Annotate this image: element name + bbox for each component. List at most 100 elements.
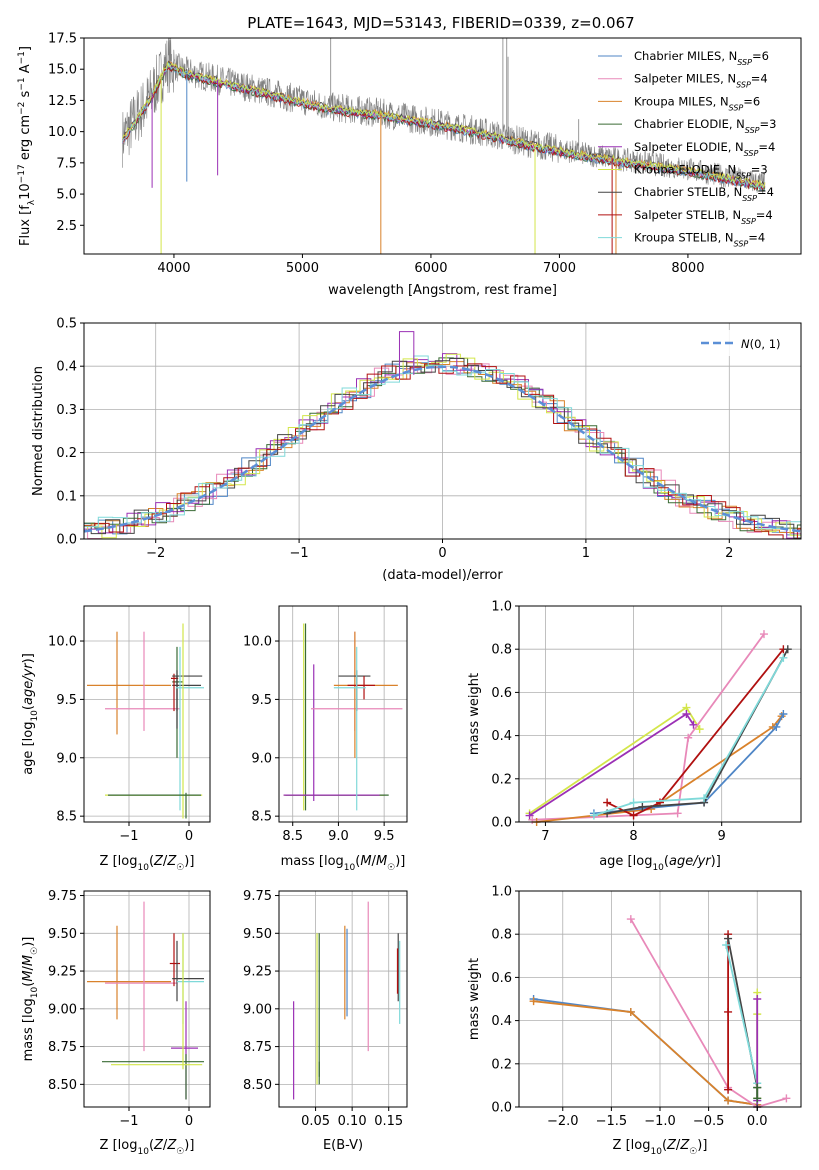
legend-n: =4 xyxy=(748,231,765,245)
label-part: E(B-V) xyxy=(323,1138,363,1153)
label-part: M xyxy=(376,854,387,869)
legend-n: =4 xyxy=(757,185,774,199)
weight-line xyxy=(725,944,759,1101)
x-tick-label: −1 xyxy=(119,1114,138,1129)
point-marker xyxy=(629,811,638,820)
label-part: Z xyxy=(679,1138,690,1153)
label-part: mass [log xyxy=(281,854,344,869)
y-tick-label: 9.75 xyxy=(243,889,272,904)
label-part: s xyxy=(18,90,33,101)
y-tick-label: 0.4 xyxy=(491,729,512,744)
legend-n: =6 xyxy=(752,49,769,63)
weight-line xyxy=(606,648,785,817)
point-marker xyxy=(724,1007,733,1016)
label-part: ☉ xyxy=(176,863,184,873)
label-part: Z [log xyxy=(100,1138,138,1153)
point-marker xyxy=(700,794,709,803)
y-tick-label: 9.5 xyxy=(56,693,77,708)
x-tick-label: −1.0 xyxy=(644,1114,676,1129)
x-tick-label: 9 xyxy=(718,829,726,844)
legend-name: Chabrier ELODIE, N xyxy=(634,117,745,131)
label-part: )] xyxy=(184,1138,194,1153)
label-part: / xyxy=(372,854,377,869)
x-tick-label: 7 xyxy=(541,829,549,844)
plot-frame xyxy=(83,890,211,1108)
weight-line xyxy=(593,657,785,817)
label-part: 10 xyxy=(650,1147,662,1157)
histogram-salp_stelib xyxy=(84,363,801,539)
legend-name: Salpeter MILES, N xyxy=(634,72,736,86)
point-marker xyxy=(589,811,598,820)
histogram-chab_stelib xyxy=(84,358,801,539)
label-part: Z [log xyxy=(100,854,138,869)
point-marker xyxy=(603,798,612,807)
histograms xyxy=(84,331,801,539)
legend-sub: SSP xyxy=(742,194,757,203)
legend-n: =3 xyxy=(760,117,777,131)
y-tick-label: 15.0 xyxy=(48,63,77,78)
legend-name: Chabrier MILES, N xyxy=(634,49,737,63)
label-part: 10 xyxy=(30,986,40,998)
y-tick-label: 5.0 xyxy=(56,188,77,203)
y-tick-label: 0.0 xyxy=(491,1101,512,1116)
y-tick-label: 9.00 xyxy=(48,1002,77,1017)
plot-frame xyxy=(83,37,802,255)
panel-residuals: −2 −1 0 1 2 0.0 0.1 0.2 0.3 0.4 0.5 (data-model)/er… xyxy=(31,317,802,583)
point-marker xyxy=(753,1094,762,1103)
y-tick-label: 1.0 xyxy=(491,600,512,615)
legend-entry: Kroupa ELODIE, NSSP=3 xyxy=(634,163,768,181)
x-tick-label: 0.15 xyxy=(374,1114,403,1129)
x-tick-label: 4000 xyxy=(157,261,190,276)
panel-spectrum: 4000 5000 6000 7000 8000 2.5 5.0 7.5 10.0 12.5 15.… xyxy=(17,32,802,298)
panel-Z_vs_mass: −1 08.508.759.009.259.509.75Z [log10(Z/Z☉… xyxy=(21,889,211,1157)
panel-Z_vs_weight: −2.0 −1.5 −1.0 −0.5 0.0 0.0 0.2 0.4 0.6 0.8 1.0 Z [… xyxy=(467,885,802,1157)
y-tick-label: 17.5 xyxy=(48,32,77,47)
weight-line xyxy=(727,938,759,1107)
legend-entry: Chabrier ELODIE, NSSP=3 xyxy=(634,117,776,135)
point-marker xyxy=(682,710,691,718)
label-part: ( xyxy=(664,854,669,869)
legend-sub: SSP xyxy=(745,126,760,135)
y-tick-label: 0.3 xyxy=(56,403,77,418)
y-tick-label: 8.75 xyxy=(243,1040,272,1055)
legend-name: Salpeter ELODIE, N xyxy=(634,140,744,154)
legend-sub: SSP xyxy=(736,171,751,180)
label-part: Z xyxy=(153,854,164,869)
y-tick-label: 9.0 xyxy=(251,751,272,766)
weight-line xyxy=(606,648,789,815)
label-part: )] xyxy=(21,937,36,947)
y-tick-label: 9.25 xyxy=(243,965,272,980)
legend-entry: Kroupa MILES, NSSP=6 xyxy=(634,94,760,112)
x-axis-label: Z [log10(Z/Z☉)] xyxy=(100,854,195,873)
legend-n: =4 xyxy=(758,140,775,154)
histogram-krou_stelib xyxy=(84,355,801,531)
label-part: M xyxy=(21,970,36,981)
y-tick-label: 9.25 xyxy=(48,965,77,980)
label-part: )] xyxy=(395,854,405,869)
point-marker xyxy=(673,809,682,818)
x-axis-label: (data-model)/error xyxy=(382,568,503,583)
y-tick-label: 1.0 xyxy=(491,885,512,900)
label-part: / xyxy=(163,1138,168,1153)
label-part: Z xyxy=(666,1138,677,1153)
y-tick-label: 0.5 xyxy=(56,317,77,332)
point-marker xyxy=(759,630,768,639)
x-axis-label: wavelength [Angstrom, rest frame] xyxy=(328,283,557,298)
weight-line xyxy=(533,1000,758,1106)
point-marker xyxy=(626,915,635,924)
label-part: −1 xyxy=(17,77,27,90)
label-part: wavelength [Angstrom, rest frame] xyxy=(328,283,557,298)
label-part: mass [log xyxy=(21,998,36,1061)
histogram-salp_miles xyxy=(84,363,801,539)
label-part: −1 xyxy=(17,51,27,64)
label-part: mass weight xyxy=(467,958,482,1040)
x-tick-label: −1 xyxy=(119,829,138,844)
point-marker xyxy=(525,811,534,820)
y-tick-label: 0.2 xyxy=(491,1057,512,1072)
label-part: M xyxy=(360,854,371,869)
legend-entry: N(0, 1) xyxy=(741,337,781,351)
y-tick-label: 7.5 xyxy=(56,156,77,171)
y-tick-label: 0.6 xyxy=(491,686,512,701)
y-tick-label: 2.5 xyxy=(56,219,77,234)
